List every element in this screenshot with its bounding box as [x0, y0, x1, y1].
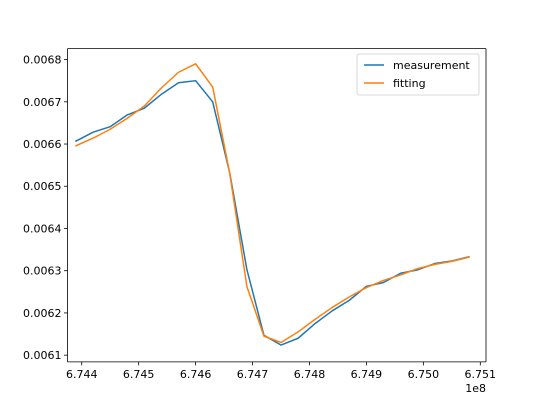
legend: measurement fitting [356, 53, 480, 96]
y-tick-label: 0.0062 [23, 307, 62, 320]
y-tick-label: 0.0065 [23, 180, 62, 193]
legend-label-measurement: measurement [393, 59, 470, 72]
y-tick-label: 0.0061 [23, 349, 62, 362]
x-axis: 6.744 6.745 6.746 6.747 6.748 6.749 6.750 6.751 [66, 361, 497, 381]
y-tick-label: 0.0067 [23, 96, 62, 109]
x-tick-label: 6.750 [408, 368, 440, 381]
series-line-fitting [75, 63, 470, 344]
y-tick-label: 0.0066 [23, 138, 62, 151]
y-tick-label: 0.0064 [23, 222, 62, 235]
axes-frame [67, 48, 487, 363]
legend-box [356, 53, 480, 96]
plot-area [67, 48, 486, 362]
y-tick-label: 0.0063 [23, 265, 62, 278]
x-tick-label: 6.746 [180, 368, 212, 381]
x-tick-label: 6.751 [465, 368, 497, 381]
series-line-measurement [75, 79, 470, 346]
x-tick-label: 6.744 [66, 368, 98, 381]
legend-label-fitting: fitting [393, 77, 426, 90]
x-tick-label: 6.749 [351, 368, 383, 381]
x-offset-label: 1e8 [465, 382, 486, 395]
y-tick-label: 0.0068 [23, 54, 62, 67]
series-layer [75, 63, 470, 346]
y-axis: 0.0061 0.0062 0.0063 0.0064 0.0065 0.0066 0.00… [23, 54, 68, 362]
x-tick-label: 6.745 [123, 368, 155, 381]
x-tick-label: 6.748 [294, 368, 326, 381]
x-tick-label: 6.747 [237, 368, 269, 381]
